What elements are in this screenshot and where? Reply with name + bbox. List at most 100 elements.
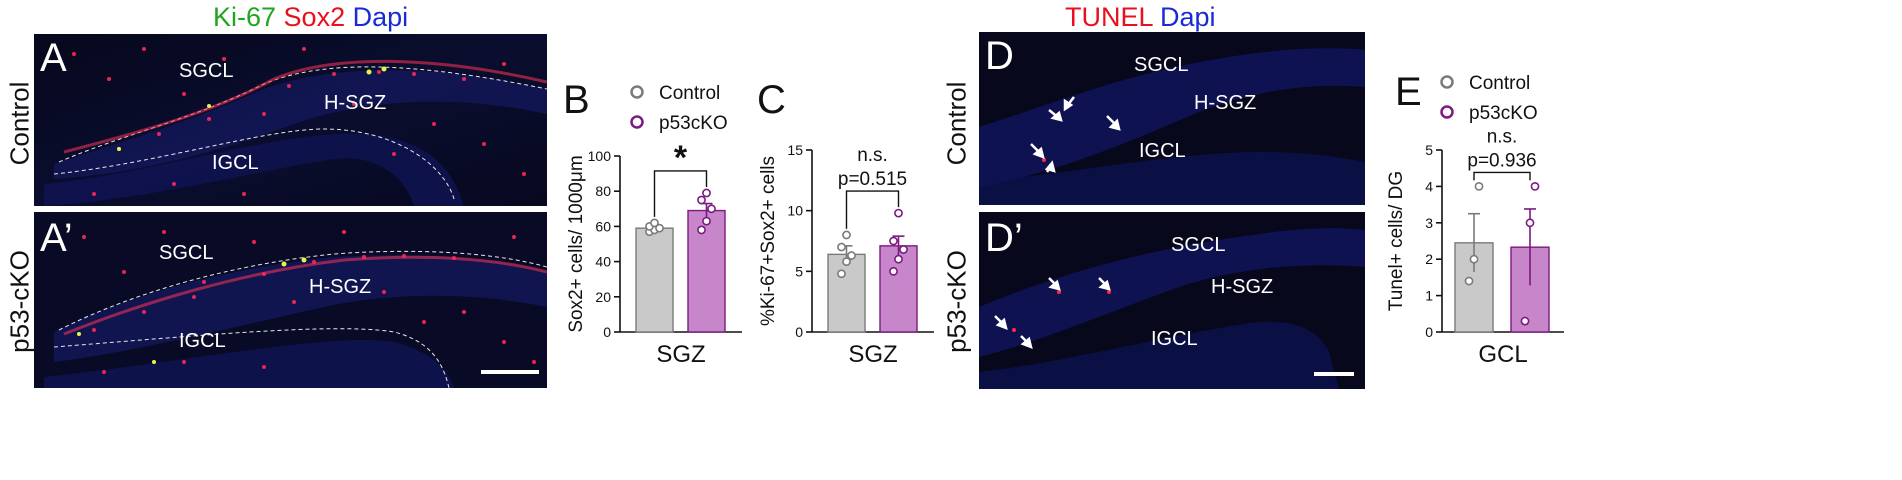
panel-letter-e: E — [1395, 70, 1422, 114]
y-axis-label-c: %Ki-67+Sox2+ cells — [760, 156, 779, 326]
y-tick-label-c-2: 10 — [787, 203, 803, 219]
data-point-c-0-2 — [847, 251, 856, 260]
y-tick-label-e-0: 0 — [1425, 324, 1433, 340]
panel-letter-a-prime: A’ — [40, 216, 73, 260]
region-hsgz-d: H-SGZ — [1194, 92, 1257, 114]
y-tick-label-c-1: 5 — [795, 263, 803, 279]
y-tick-label-b-4: 80 — [595, 183, 611, 199]
region-sgcl-a-prime: SGCL — [159, 242, 214, 264]
micrograph-d-svg — [979, 32, 1365, 205]
legend-marker-b-0 — [630, 85, 644, 99]
data-point-c-1-1 — [894, 254, 903, 264]
panel-letter-c: C — [757, 78, 786, 122]
data-point-e-1-1 — [1525, 218, 1535, 228]
region-sgcl-a: SGCL — [179, 60, 234, 82]
region-hsgz-a: H-SGZ — [324, 92, 387, 114]
data-point-e-0-2 — [1474, 182, 1484, 191]
row-label-p53-right: p53-cKO — [941, 250, 972, 353]
title-dapi: Dapi — [352, 2, 409, 32]
scale-bar-right — [1314, 372, 1354, 376]
row-label-p53-left: p53-cKO — [4, 250, 35, 353]
data-point-b-0-4 — [650, 218, 659, 228]
legend-marker-e-0 — [1440, 75, 1454, 89]
micrograph-panel-d-prime: D’ SGCL H-SGZ IGCL — [979, 212, 1365, 389]
right-figure-title: TUNEL Dapi — [1065, 2, 1216, 33]
data-point-e-0-0 — [1464, 276, 1474, 286]
row-label-control-right: Control — [941, 81, 972, 166]
chart-e: Control p53cKO 0 1 2 3 4 5 Tunel+ cells/ DG n.s. p… — [1386, 73, 1564, 368]
significance-text-e-0: n.s. — [1487, 126, 1518, 147]
y-tick-label-b-1: 20 — [595, 289, 611, 305]
data-point-b-1-2 — [707, 204, 716, 214]
data-point-c-0-1 — [842, 257, 851, 267]
y-tick-label-e-5: 5 — [1425, 142, 1433, 158]
title-sox2: Sox2 — [283, 2, 346, 32]
panel-letter-d: D — [985, 34, 1014, 78]
significance-text-c-0: n.s. — [857, 145, 888, 166]
x-axis-label-b: SGZ — [656, 341, 705, 368]
micrograph-panel-a-prime: A’ SGCL H-SGZ IGCL — [34, 212, 547, 388]
y-axis-label-b: Sox2+ cells/ 1000μm — [566, 155, 587, 332]
panel-letter-d-prime: D’ — [985, 216, 1023, 260]
significance-bracket-c — [845, 190, 900, 229]
micrograph-a-svg — [34, 34, 547, 206]
significance-bracket-e — [1473, 171, 1531, 181]
data-point-e-1-2 — [1530, 182, 1540, 191]
y-tick-label-e-2: 2 — [1425, 251, 1433, 267]
data-point-b-0-2 — [655, 223, 664, 233]
region-hsgz-a-prime: H-SGZ — [309, 276, 372, 298]
panel-letter-b: B — [563, 78, 590, 122]
data-point-e-0-1 — [1469, 254, 1479, 264]
title-dapi-right: Dapi — [1160, 2, 1216, 32]
panel-letter-a: A — [40, 36, 67, 80]
legend-label-b-0: Control — [659, 83, 720, 104]
data-point-c-0-0 — [837, 269, 846, 279]
region-igcl-a: IGCL — [212, 152, 259, 174]
bar-b-p53cko — [687, 209, 726, 333]
x-axis-label-e: GCL — [1478, 341, 1527, 368]
scale-bar-left — [481, 370, 539, 374]
y-tick-label-e-1: 1 — [1425, 288, 1433, 304]
x-axis-label-c: SGZ — [848, 341, 897, 368]
data-point-b-1-3 — [697, 195, 706, 205]
y-tick-label-c-0: 0 — [795, 324, 803, 340]
data-point-c-1-0 — [889, 266, 898, 276]
row-label-control-left: Control — [4, 81, 35, 166]
y-tick-label-b-3: 60 — [595, 218, 611, 234]
data-point-c-1-4 — [894, 208, 903, 218]
micrograph-panel-a: A SGCL H-SGZ IGCL — [34, 34, 547, 206]
data-point-c-1-2 — [899, 245, 908, 254]
micrograph-a-prime-svg — [34, 212, 547, 388]
region-igcl-a-prime: IGCL — [179, 330, 226, 352]
title-ki67: Ki-67 — [213, 2, 277, 32]
y-axis-label-e: Tunel+ cells/ DG — [1386, 171, 1407, 311]
y-tick-label-e-4: 4 — [1425, 178, 1433, 194]
region-hsgz-d-prime: H-SGZ — [1211, 276, 1274, 298]
data-point-b-1-1 — [702, 216, 711, 226]
region-sgcl-d-prime: SGCL — [1171, 234, 1226, 256]
data-point-c-1-3 — [889, 236, 898, 246]
y-tick-label-b-2: 40 — [595, 254, 611, 270]
chart-c: 0 5 10 15 %Ki-67+Sox2+ cells n.s. p=0.515 SGZ — [760, 142, 934, 368]
bar-b-control — [635, 227, 674, 333]
significance-text-c-1: p=0.515 — [838, 169, 907, 190]
data-point-b-1-0 — [697, 225, 706, 235]
legend-marker-b-1 — [630, 115, 644, 129]
y-tick-label-b-0: 0 — [603, 324, 611, 340]
legend-label-e-0: Control — [1469, 73, 1530, 94]
region-sgcl-d: SGCL — [1134, 54, 1189, 76]
legend-marker-e-1 — [1440, 105, 1454, 119]
bar-c-control — [827, 253, 866, 333]
significance-text-e-1: p=0.936 — [1467, 150, 1536, 171]
region-igcl-d: IGCL — [1139, 140, 1186, 162]
micrograph-d-prime-svg — [979, 212, 1365, 389]
title-tunel: TUNEL — [1065, 2, 1153, 32]
legend-label-b-1: p53cKO — [659, 113, 728, 134]
data-point-c-0-4 — [842, 230, 851, 240]
data-point-b-1-4 — [702, 188, 711, 198]
legend-label-e-1: p53cKO — [1469, 103, 1538, 124]
y-tick-label-c-3: 15 — [787, 142, 803, 158]
data-point-e-1-0 — [1520, 316, 1530, 326]
region-igcl-d-prime: IGCL — [1151, 328, 1198, 350]
